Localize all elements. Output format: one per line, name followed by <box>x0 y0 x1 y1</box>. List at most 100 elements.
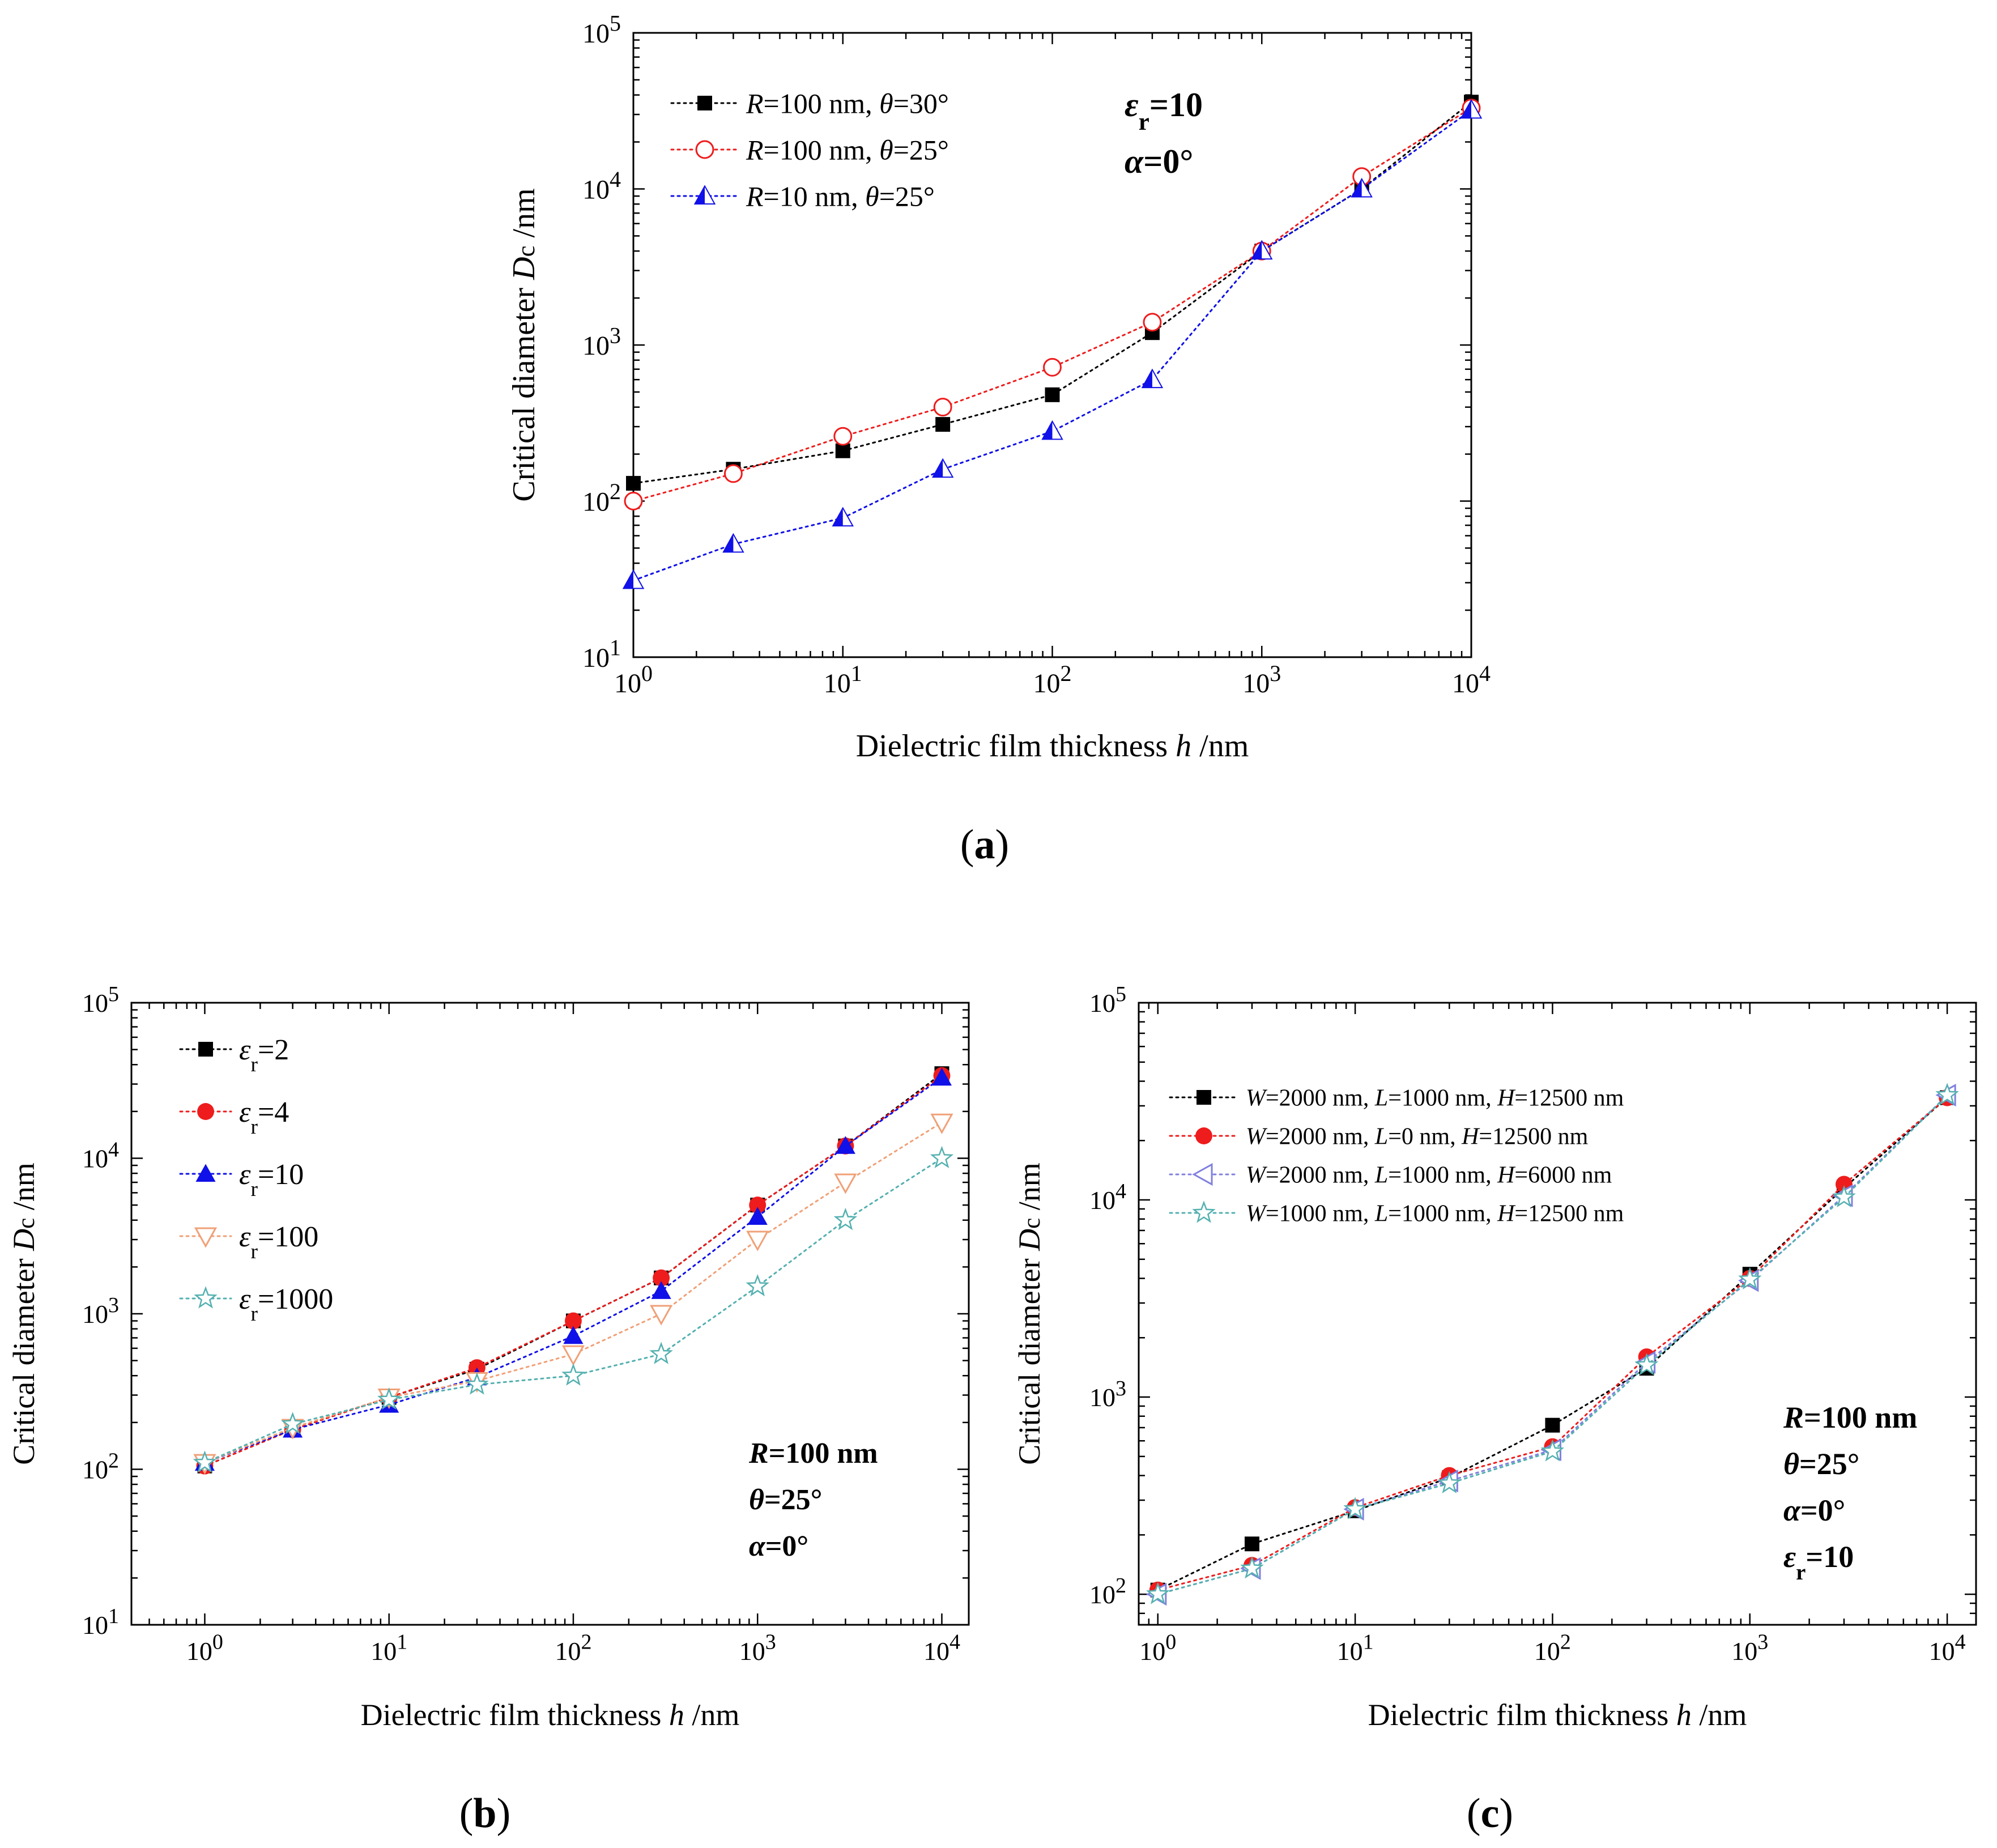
text-run: ε <box>1783 1540 1796 1574</box>
legend-item: W=2000 nm, L=1000 nm, H=12500 nm <box>1169 1085 1624 1112</box>
legend-label: W=1000 nm, L=1000 nm, H=12500 nm <box>1246 1201 1624 1227</box>
series-line <box>203 1076 943 1464</box>
data-point <box>931 1067 952 1086</box>
legend-label: R=100 nm, θ=30° <box>746 88 949 120</box>
x-tick-label: 103 <box>739 1630 776 1666</box>
data-point <box>833 1207 858 1230</box>
annotation-line: θ=25° <box>749 1484 822 1516</box>
data-point <box>834 1173 857 1194</box>
data-point <box>626 476 641 491</box>
x-tick-label: 102 <box>555 1630 591 1666</box>
text-run: r <box>251 1302 258 1326</box>
data-point <box>1460 99 1483 119</box>
legend-marker <box>194 1227 218 1248</box>
text-run: ε <box>239 1159 251 1191</box>
data-point <box>1935 1083 1959 1105</box>
chart-panel-a: 100 101 102 103 104101102103104105Dielectric… <box>506 11 1491 764</box>
legend-marker <box>194 1286 218 1309</box>
series-line <box>203 1121 943 1464</box>
x-tick-label: 100 <box>614 661 653 699</box>
text-run: =0° <box>1800 1493 1845 1527</box>
legend-item: εr=100 <box>179 1221 318 1263</box>
text-run: =0° <box>765 1530 808 1562</box>
legend-marker <box>198 1042 213 1057</box>
panel-label-c: (c) <box>1467 1790 1513 1837</box>
text-run: α <box>1783 1493 1801 1527</box>
text-run: θ <box>879 134 893 166</box>
data-point <box>1240 1556 1264 1579</box>
chart-panel-c: 100 101 102 103 104 102 103 104 105 Dielectric fi… <box>1012 982 1977 1732</box>
data-point <box>565 1312 582 1330</box>
legend-item: W=2000 nm, L=1000 nm, H=6000 nm <box>1169 1163 1612 1189</box>
text-run: r <box>251 1115 258 1139</box>
legend-marker <box>1197 1090 1211 1105</box>
text-run: R <box>748 1437 769 1470</box>
y-tick-label: 101 <box>82 1604 119 1640</box>
text-run: =1000 nm, <box>1388 1085 1497 1112</box>
data-point <box>1251 240 1273 260</box>
legend-label: W=2000 nm, L=1000 nm, H=6000 nm <box>1246 1163 1612 1189</box>
text-run: =2000 nm, <box>1266 1085 1375 1112</box>
data-point <box>1343 1497 1367 1519</box>
legend-label: W=2000 nm, L=1000 nm, H=12500 nm <box>1246 1085 1624 1112</box>
data-point <box>1043 357 1062 377</box>
series-line <box>203 1072 943 1467</box>
plot-frame <box>632 32 1472 658</box>
legend-marker <box>1195 1127 1212 1144</box>
data-point <box>653 1269 670 1287</box>
text-run: r <box>1796 1560 1806 1585</box>
text-run: =2000 nm, <box>1266 1163 1375 1189</box>
y-tick-label: 104 <box>1089 1180 1126 1215</box>
data-point <box>930 1146 954 1169</box>
y-tick-label: 105 <box>1089 982 1126 1017</box>
legend-marker <box>197 1103 214 1120</box>
text-run: L <box>1374 1201 1388 1227</box>
data-point <box>1545 1417 1560 1433</box>
annotation-line: α=0° <box>1783 1493 1845 1527</box>
legend-marker <box>1192 1200 1216 1223</box>
text-run: R <box>746 181 764 212</box>
text-run: =4 <box>258 1096 289 1129</box>
text-run: H <box>1497 1163 1516 1189</box>
panel-label-b: (b) <box>459 1790 510 1837</box>
annotation-line: R=100 nm <box>1783 1400 1917 1434</box>
x-tick-label: 103 <box>1731 1630 1768 1666</box>
x-tick-label: 101 <box>1337 1630 1374 1666</box>
text-run: θ <box>879 88 893 120</box>
text-run: =30° <box>893 88 949 120</box>
y-tick-label: 102 <box>582 479 621 517</box>
text-run: θ <box>749 1484 764 1516</box>
legend-item: εr=1000 <box>179 1283 333 1326</box>
data-point <box>563 1326 584 1344</box>
data-point <box>930 1113 953 1134</box>
annotation-line: R=100 nm <box>748 1437 878 1470</box>
text-run: H <box>1497 1085 1516 1112</box>
series-line <box>1157 1094 1948 1595</box>
y-tick-label: 105 <box>82 982 119 1017</box>
text-run: =12500 nm <box>1514 1085 1624 1112</box>
text-run: ε <box>239 1221 251 1253</box>
x-tick-label: 101 <box>824 661 862 699</box>
legend-item: εr=4 <box>179 1096 289 1139</box>
data-point <box>1540 1439 1565 1462</box>
data-point <box>833 427 853 446</box>
annotation-line: α=0° <box>749 1530 808 1562</box>
text-run: =10 <box>1806 1540 1854 1574</box>
data-point <box>650 1305 673 1326</box>
series-line <box>203 1075 943 1467</box>
series-line <box>1157 1097 1948 1591</box>
text-run: =12500 nm <box>1514 1201 1624 1227</box>
legend-label: R=10 nm, θ=25° <box>746 181 935 212</box>
text-run: r <box>251 1240 258 1263</box>
text-run: =0° <box>1143 143 1193 180</box>
y-tick-label: 104 <box>82 1138 119 1173</box>
text-run: L <box>1374 1124 1388 1150</box>
text-run: H <box>1461 1124 1480 1150</box>
data-point <box>723 464 743 483</box>
legend-item: W=2000 nm, L=0 nm, H=12500 nm <box>1169 1124 1589 1150</box>
text-run: =1000 nm, <box>1388 1201 1497 1227</box>
series-b-1 <box>197 1066 949 1474</box>
text-run: =1000 nm, <box>1266 1201 1375 1227</box>
text-run: =10 <box>1149 86 1203 124</box>
